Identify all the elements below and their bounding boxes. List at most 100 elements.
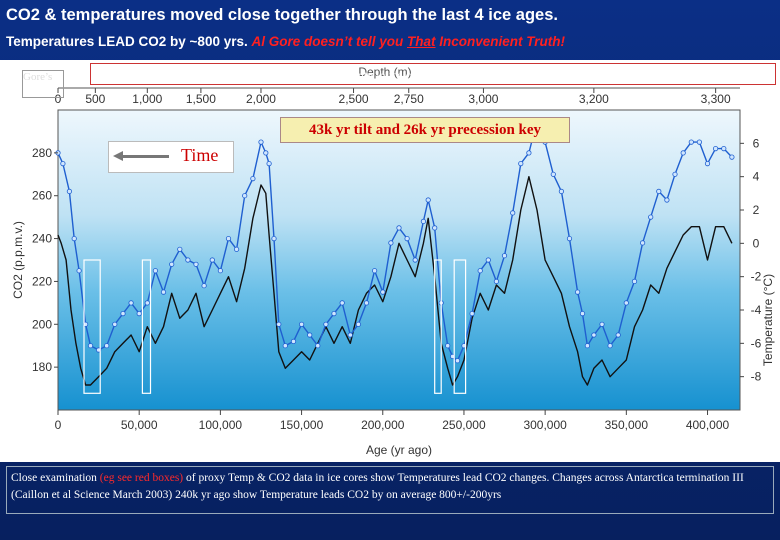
top-tick-label: 3,200 [579,92,609,106]
co2-point [729,154,735,160]
top-tick-label: 3,300 [701,92,731,106]
co2-point [201,283,207,289]
caption-c: Changes across Antarctica termination II… [11,472,744,501]
left-tick-label: 180 [32,360,52,374]
co2-point [290,338,297,344]
co2-point [631,278,638,284]
top-tick-label: 2,500 [339,92,369,106]
co2-point [298,321,305,327]
right-tick-label: 2 [753,203,760,217]
co2-point [307,332,313,338]
left-tick-label: 220 [32,274,52,288]
co2-point [510,210,516,216]
co2-point [579,311,586,317]
co2-point [704,161,711,167]
note-text: : Rapid “spikes” in CO2 levels are due t… [118,68,545,82]
co2-point [477,268,483,274]
temperature-line [57,176,733,386]
co2-point [355,321,361,327]
co2-point [584,343,591,349]
x-tick-label: 250,000 [442,418,486,432]
bottom-axis: 0 50,000 100,000 150,000 200,000 250,000 300,0… [55,410,730,432]
right-tick-label: 6 [753,136,760,150]
co2-point [550,171,556,177]
co2-point [599,321,605,327]
top-tick-label: 0 [55,92,62,106]
slide-subtitle: Temperatures LEAD CO2 by ~800 yrs. Al Go… [6,34,565,49]
x-tick-label: 400,000 [686,418,730,432]
co2-point [380,289,386,295]
x-tick-label: 200,000 [361,418,405,432]
co2-point [696,139,703,145]
plot-frame [57,87,741,411]
co2-point [639,240,646,246]
co2-point [664,197,670,203]
co2-point [87,343,94,349]
left-axis: 180 200 220 240 260 280 [32,146,58,374]
co2-point [648,214,654,220]
co2-point [454,358,461,364]
caption-box: Close examination (eg see red boxes) of … [6,466,774,514]
co2-point [672,171,678,177]
right-tick-label: -4 [751,303,762,317]
co2-point [271,236,277,242]
co2-point [615,332,621,338]
co2-point [144,300,150,306]
highlight-box [83,259,101,394]
co2-point [66,188,73,194]
co2-point [76,268,82,274]
x-tick-label: 300,000 [523,418,567,432]
co2-point [71,236,77,242]
subtitle-red-b: Inconvenient Truth! [435,34,566,49]
top-axis-label: Depth (m) [358,65,411,79]
red-boxes [83,259,467,394]
left-tick-label: 240 [32,232,52,246]
co2-point [120,311,126,317]
co2-point [623,300,629,306]
highlight-box [434,259,442,394]
co2-point [526,150,532,156]
co2-point [242,193,248,199]
co2-point [185,257,191,263]
co2-point [276,321,282,327]
note-bar: Note: Rapid “spikes” in CO2 levels are d… [90,63,776,85]
highlight-box [141,259,152,394]
co2-point [234,246,240,252]
time-arrow-shaft [119,155,169,158]
co2-point [363,300,370,306]
co2-point [388,240,394,246]
co2-point [339,300,345,306]
slide-title: CO2 & temperatures moved close together … [6,6,558,24]
co2-point [331,311,337,317]
co2-point [445,343,451,349]
left-label-box: Gore’s [22,70,64,98]
caption-a: Close examination [11,472,100,484]
co2-point [217,268,223,274]
co2-point [485,257,491,263]
co2-point [193,261,199,267]
co2-point [420,218,426,224]
x-tick-label: 350,000 [605,418,649,432]
co2-point [371,268,378,274]
note-prefix: Note [95,68,119,82]
caption-b: of proxy Temp & CO2 data in ice cores sh… [183,472,550,484]
subtitle-prefix: Temperatures LEAD CO2 by ~800 yrs. [6,34,252,49]
left-tick-label: 200 [32,317,52,331]
right-tick-label: -8 [751,370,762,384]
arrow-left-icon [113,151,123,161]
co2-point [712,146,719,152]
right-tick-label: -2 [751,270,762,284]
left-tick-label: 280 [32,146,52,160]
top-tick-label: 3,000 [468,92,498,106]
top-axis: 0 500 1,000 1,500 2,000 2,500 2,750 3,000 3,200 3… [55,88,731,106]
co2-point [432,225,438,231]
top-tick-label: 1,000 [132,92,162,106]
co2-point [493,278,499,284]
co2-point [518,161,524,167]
co2-point [266,161,272,167]
y-axis-left-label: CO2 (p.p.m.v.) [11,221,25,299]
co2-point [282,343,288,349]
x-axis-label: Age (yr ago) [366,443,432,457]
co2-point [128,300,134,306]
co2-point [347,332,353,338]
